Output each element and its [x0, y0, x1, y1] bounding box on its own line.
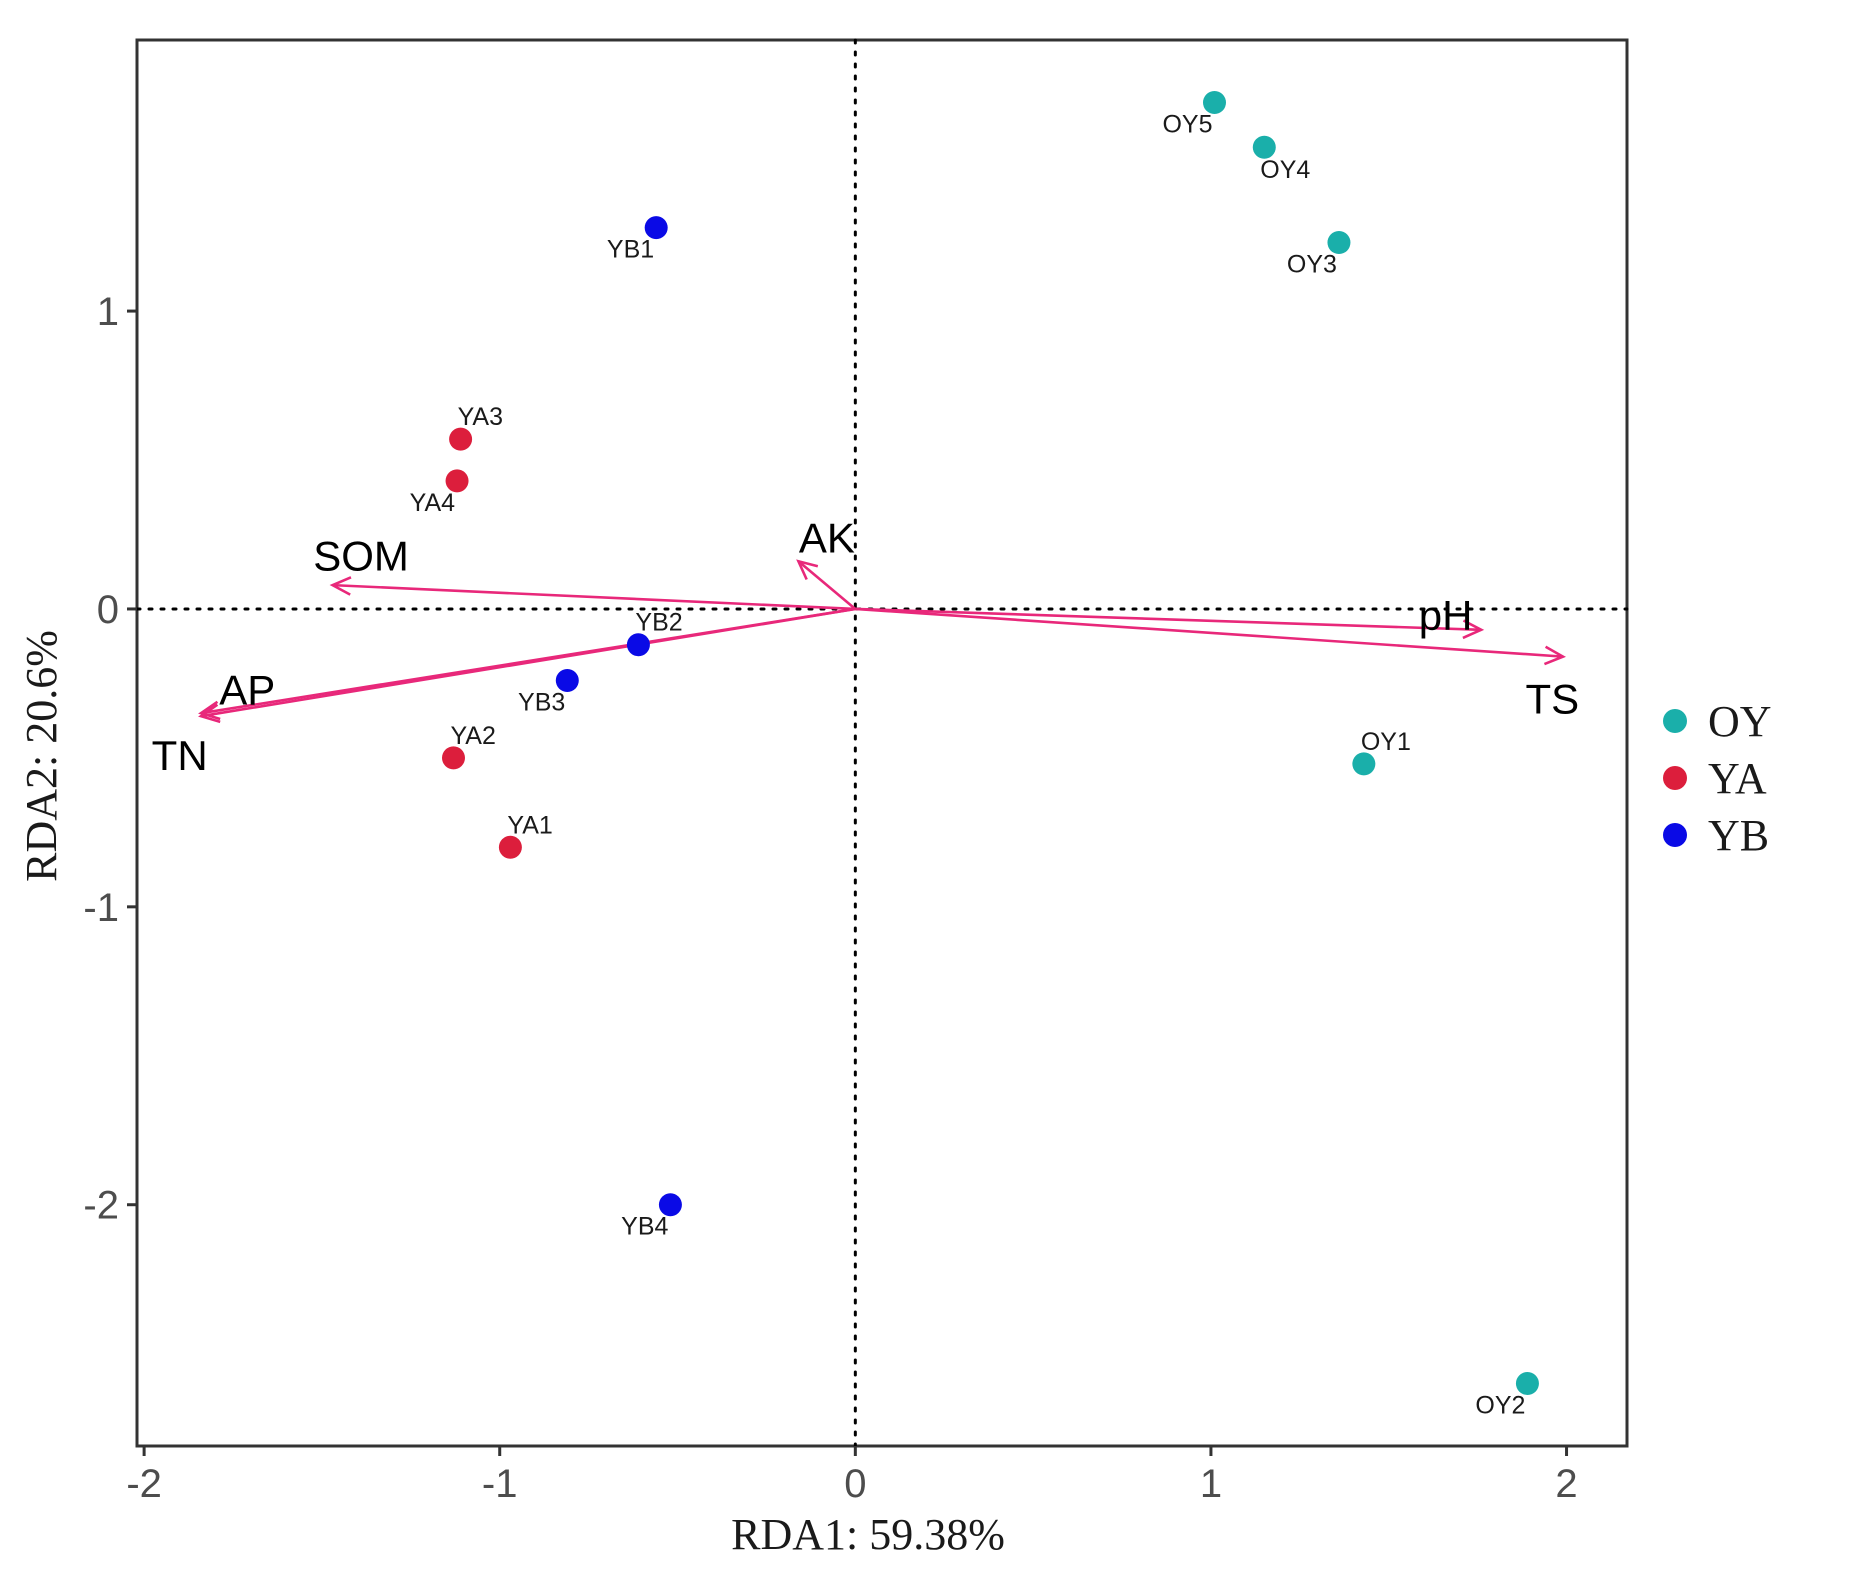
arrow-label: TN [152, 732, 208, 779]
sample-point [644, 216, 668, 240]
y-tick-label: -2 [83, 1184, 119, 1228]
sample-oy2: OY2 [1475, 1371, 1539, 1419]
arrow-head [796, 559, 819, 581]
arrow-label: SOM [313, 532, 409, 579]
sample-point [1252, 135, 1276, 159]
x-tick-label: 0 [844, 1462, 866, 1506]
sample-label: YA4 [410, 489, 455, 517]
x-tick-label: -1 [482, 1462, 518, 1506]
arrow-shaft [797, 560, 857, 610]
sample-point [441, 746, 465, 770]
legend-key [1663, 766, 1687, 790]
sample-point [449, 427, 473, 451]
arrow-head [198, 703, 221, 724]
arrow-head [1462, 619, 1485, 640]
sample-oy1: OY1 [1352, 728, 1411, 776]
arrow-shaft [855, 607, 1482, 632]
arrow-label: AK [799, 514, 855, 561]
legend-entry-ya: YA [1663, 754, 1767, 803]
arrow-shaft [855, 607, 1564, 658]
sample-yb3: YB3 [518, 668, 579, 716]
sample-point [1327, 231, 1351, 255]
legend: OY YA YB [1663, 697, 1772, 860]
arrow-ph: pH [855, 592, 1485, 640]
sample-label: YA1 [507, 811, 552, 839]
legend-label: YB [1708, 811, 1769, 860]
arrow-label: TS [1525, 675, 1579, 722]
arrow-tn: TN [152, 607, 856, 779]
arrow-head [1543, 645, 1566, 666]
sample-label: OY4 [1260, 156, 1310, 184]
sample-label: YB4 [621, 1213, 668, 1241]
panel-border [135, 38, 1629, 1448]
sample-label: YB2 [635, 609, 682, 637]
sample-label: OY2 [1475, 1391, 1525, 1419]
arrow-ts: TS [855, 607, 1579, 722]
legend-label: OY [1708, 697, 1772, 746]
sample-oy3: OY3 [1287, 231, 1351, 279]
arrow-head [329, 576, 352, 596]
x-tick-label: 1 [1200, 1462, 1222, 1506]
arrow-som: SOM [313, 532, 856, 611]
y-axis-title: RDA2: 20.6% [17, 630, 66, 882]
sample-oy4: OY4 [1252, 135, 1310, 184]
sample-point [626, 633, 650, 657]
y-tick-label: 1 [97, 290, 119, 334]
arrow-shaft [200, 607, 856, 718]
sample-ya2: YA2 [441, 722, 496, 770]
legend-key [1663, 709, 1687, 733]
sample-label: OY3 [1287, 251, 1337, 279]
sample-label: YB3 [518, 688, 565, 716]
sample-yb2: YB2 [626, 609, 683, 657]
sample-label: YA3 [458, 403, 503, 431]
sample-label: YA2 [450, 722, 495, 750]
sample-ya4: YA4 [410, 469, 469, 517]
x-tick-label: -2 [126, 1462, 162, 1506]
legend-key [1663, 823, 1687, 847]
sample-label: OY5 [1162, 111, 1212, 139]
arrow-shaft [332, 583, 856, 611]
sample-point [1352, 752, 1376, 776]
y-tick-label: 0 [97, 588, 119, 632]
sample-label: YB1 [607, 236, 654, 264]
axis-ticks: -2 -1 0 1 2 -2 -1 0 1 [83, 290, 1577, 1506]
sample-point [1515, 1371, 1539, 1395]
arrow-ak: AK [796, 514, 857, 610]
sample-label: OY1 [1361, 728, 1411, 756]
x-axis-title: RDA1: 59.38% [731, 1510, 1005, 1559]
legend-entry-oy: OY [1663, 697, 1772, 746]
sample-yb1: YB1 [607, 216, 668, 264]
plot-panel [135, 38, 1629, 1448]
sample-point [658, 1193, 682, 1217]
x-tick-label: 2 [1555, 1462, 1577, 1506]
legend-entry-yb: YB [1663, 811, 1769, 860]
sample-ya1: YA1 [498, 811, 553, 859]
sample-yb4: YB4 [621, 1193, 682, 1241]
sample-points: OY5 OY4 OY3 OY1 OY2 YA3 YA4 YA2 YA1 YB1 YB2 YB3 YB4 [410, 91, 1539, 1419]
sample-point [445, 469, 469, 493]
sample-point [555, 668, 579, 692]
legend-label: YA [1708, 754, 1767, 803]
arrow-head [198, 700, 221, 721]
sample-oy5: OY5 [1162, 91, 1226, 139]
arrow-label: pH [1419, 592, 1473, 639]
sample-point [498, 835, 522, 859]
sample-ya3: YA3 [449, 403, 503, 451]
y-tick-label: -1 [83, 886, 119, 930]
sample-point [1202, 91, 1226, 115]
